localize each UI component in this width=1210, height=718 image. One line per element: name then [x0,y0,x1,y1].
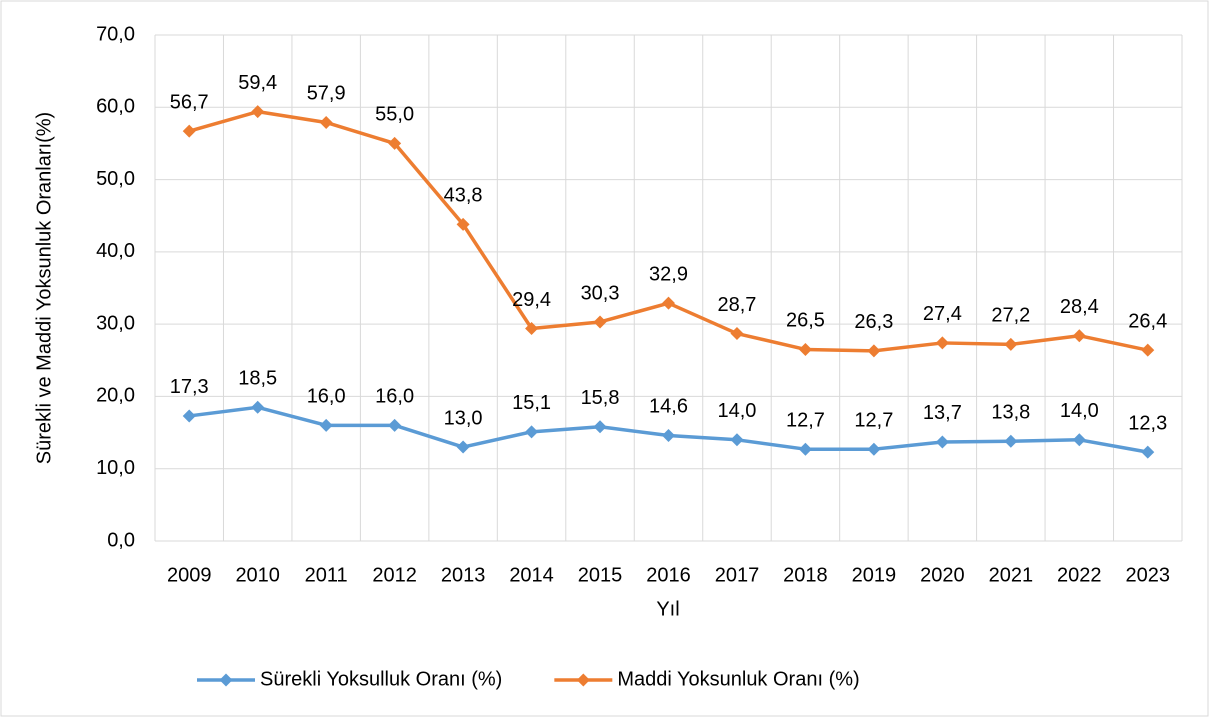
x-tick-label: 2010 [235,564,280,586]
data-label: 14,0 [1060,400,1099,422]
data-label: 17,3 [170,376,209,398]
data-label: 29,4 [512,289,551,311]
marker [319,115,333,129]
y-tick-label: 60,0 [96,96,135,118]
data-label: 26,4 [1128,310,1167,332]
data-label: 26,3 [854,311,893,333]
x-tick-label: 2017 [715,564,760,586]
marker [867,442,881,456]
marker [798,342,812,356]
data-label: 12,7 [854,409,893,431]
marker [456,217,470,231]
marker [1072,329,1086,343]
marker [935,435,949,449]
marker [182,409,196,423]
y-tick-label: 10,0 [96,457,135,479]
x-tick-label: 2018 [783,564,828,586]
y-axis-title: Sürekli ve Maddi Yoksunluk Oranları(%) [33,112,55,464]
legend-marker [576,673,590,687]
marker [867,344,881,358]
marker [593,315,607,329]
data-label: 26,5 [786,310,825,332]
x-tick-label: 2015 [578,564,623,586]
marker [730,433,744,447]
marker [525,425,539,439]
x-tick-label: 2014 [509,564,554,586]
data-label: 12,7 [786,409,825,431]
x-tick-label: 2016 [646,564,691,586]
marker [1004,434,1018,448]
data-label: 15,1 [512,392,551,414]
x-tick-label: 2020 [920,564,965,586]
x-axis-title: Yıl [656,598,679,620]
data-label: 30,3 [581,282,620,304]
x-tick-label: 2009 [167,564,212,586]
marker [798,442,812,456]
legend-label: Sürekli Yoksulluk Oranı (%) [260,668,502,690]
x-tick-label: 2023 [1126,564,1171,586]
data-label: 32,9 [649,263,688,285]
marker [1004,337,1018,351]
x-tick-label: 2019 [852,564,897,586]
x-tick-label: 2022 [1057,564,1102,586]
marker [319,418,333,432]
legend-marker [219,673,233,687]
data-label: 12,3 [1128,412,1167,434]
x-tick-label: 2012 [372,564,417,586]
data-label: 14,0 [717,400,756,422]
data-label: 13,7 [923,402,962,424]
data-label: 27,2 [991,305,1030,327]
data-label: 56,7 [170,91,209,113]
y-tick-label: 70,0 [96,23,135,45]
marker [388,136,402,150]
data-label: 43,8 [444,185,483,207]
marker [935,336,949,350]
marker [456,440,470,454]
marker [182,124,196,138]
data-label: 28,4 [1060,296,1099,318]
marker [388,418,402,432]
data-label: 13,0 [444,407,483,429]
data-label: 16,0 [375,386,414,408]
data-label: 59,4 [238,72,277,94]
marker [1072,433,1086,447]
y-tick-label: 20,0 [96,385,135,407]
x-tick-label: 2021 [989,564,1034,586]
marker [1141,343,1155,357]
data-label: 18,5 [238,368,277,390]
marker [251,400,265,414]
x-tick-label: 2011 [305,564,348,586]
data-label: 13,8 [991,402,1030,424]
data-label: 27,4 [923,303,962,325]
data-label: 55,0 [375,104,414,126]
x-tick-label: 2013 [441,564,486,586]
data-label: 15,8 [581,387,620,409]
marker [251,105,265,119]
marker [593,420,607,434]
y-tick-label: 30,0 [96,312,135,334]
data-label: 28,7 [717,294,756,316]
y-tick-label: 0,0 [107,529,135,551]
marker [662,428,675,442]
marker [662,296,675,310]
marker [1141,445,1155,459]
data-label: 14,6 [649,396,688,418]
data-label: 57,9 [307,83,346,105]
y-tick-label: 50,0 [96,168,135,190]
data-label: 16,0 [307,386,346,408]
marker [525,321,539,335]
y-tick-label: 40,0 [96,240,135,262]
marker [730,327,744,341]
legend-label: Maddi Yoksunluk Oranı (%) [617,668,859,690]
